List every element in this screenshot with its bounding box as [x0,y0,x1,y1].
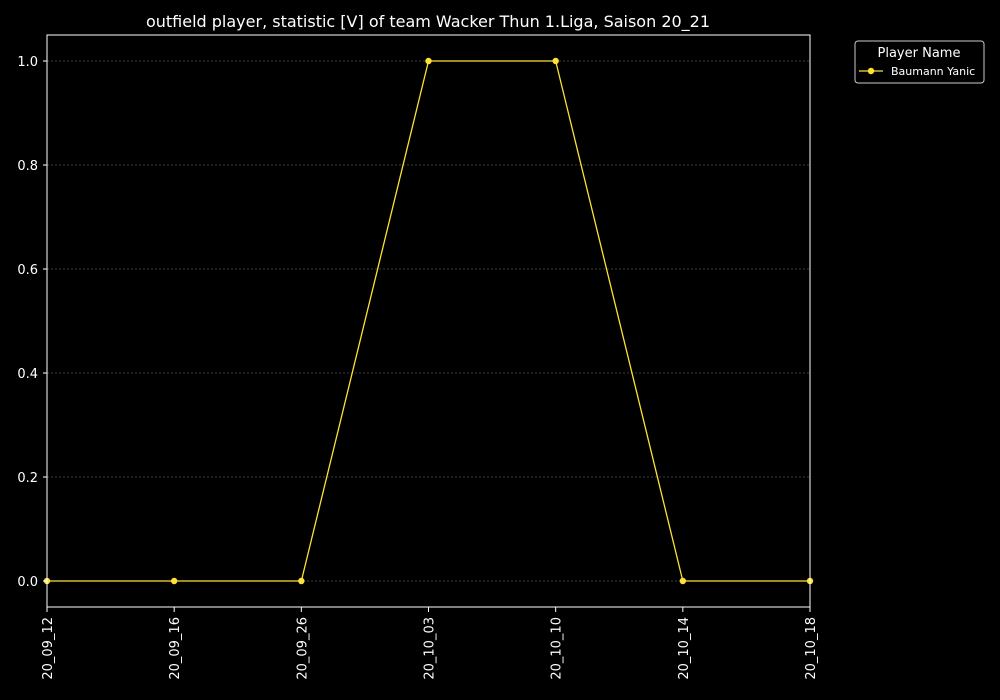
x-tick-label: 20_09_26 [295,617,310,680]
data-point [425,57,432,65]
data-point [170,577,178,585]
x-tick-label: 20_10_10 [550,617,565,680]
legend-marker [867,67,875,75]
x-axis: 20_09_12 20_09_16 20_09_26 20_10_03 20_10_10… [41,607,819,680]
legend-label: Baumann Yanic [891,65,975,78]
legend-title: Player Name [878,46,961,61]
x-tick-label: 20_10_18 [804,617,819,680]
legend-box [854,40,985,84]
legend: Player Name Baumann Yanic [854,40,985,84]
data-point [679,577,687,585]
x-tick-label: 20_10_14 [677,617,692,680]
y-tick-label: 0.4 [17,367,38,382]
y-axis: 0.0 0.2 0.4 0.6 0.8 1.0 [17,55,47,590]
y-tick-label: 0.6 [17,263,38,278]
x-tick-label: 20_09_16 [168,617,183,680]
y-tick-label: 0.2 [17,471,38,486]
y-tick-label: 1.0 [17,55,38,70]
data-point [298,577,305,585]
y-tick-label: 0.0 [17,575,38,590]
data-point [552,57,559,65]
series-points [43,57,814,585]
x-tick-label: 20_09_12 [41,617,56,680]
chart-title: outfield player, statistic [V] of team W… [146,12,710,32]
y-tick-label: 0.8 [17,159,38,174]
x-tick-label: 20_10_03 [423,617,438,680]
